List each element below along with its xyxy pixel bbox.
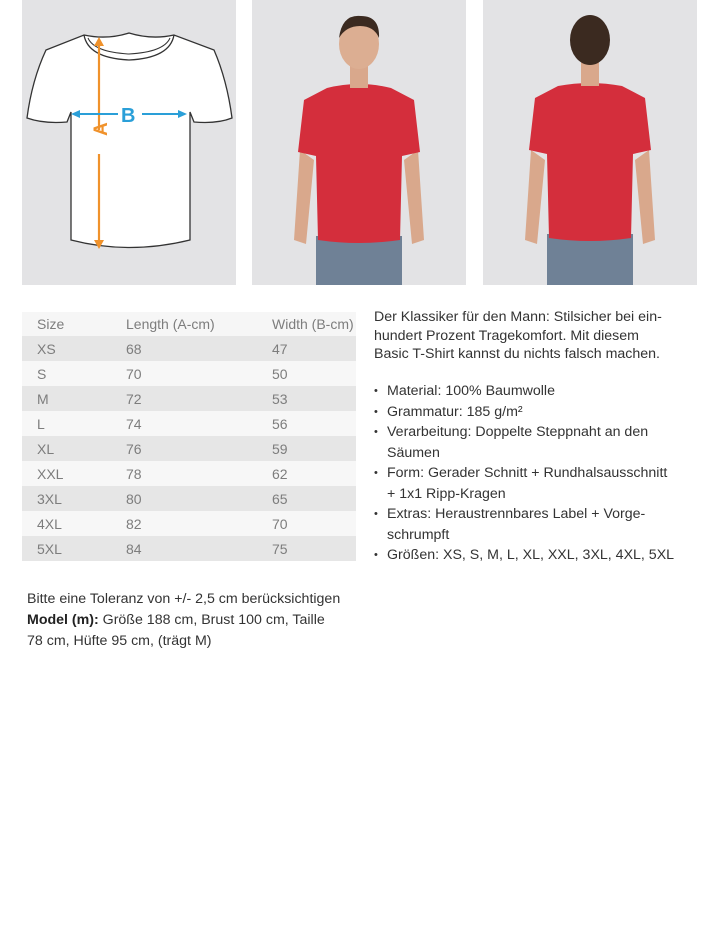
width-cell: 70 [257, 511, 356, 536]
feature-line: + 1x1 Ripp-Kragen [387, 485, 506, 502]
header-width: Width (B-cm) [257, 312, 356, 336]
length-cell: 70 [126, 361, 257, 386]
feature-line: Form: Gerader Schnitt + Rundhalsausschni… [387, 465, 668, 481]
length-cell: 74 [126, 411, 257, 436]
header-size: Size [22, 312, 126, 336]
description-line: Basic T-Shirt kannst du nichts falsch ma… [374, 346, 660, 362]
feature-line: Grammatur: 185 g/m² [387, 403, 523, 420]
length-cell: 80 [126, 486, 257, 511]
model-photo-front [252, 0, 466, 285]
width-cell: 59 [257, 436, 356, 461]
size-note: Bitte eine Toleranz von +/- 2,5 cm berüc… [27, 589, 340, 652]
width-cell: 56 [257, 411, 356, 436]
description-line: hundert Prozent Tragekomfort. Mit diesem [374, 327, 639, 344]
width-cell: 62 [257, 461, 356, 486]
feature-line: Verarbeitung: Doppelte Steppnaht an den [387, 424, 649, 440]
feature-line: schrumpft [387, 526, 450, 543]
size-cell: XL [22, 436, 126, 461]
width-cell: 47 [257, 336, 356, 361]
tolerance-text: Bitte eine Toleranz von +/- 2,5 cm berüc… [27, 591, 341, 607]
label-b: B [121, 105, 135, 127]
size-cell: 5XL [22, 536, 126, 561]
width-cell: 53 [257, 386, 356, 411]
model-info-1: Größe 188 cm, Brust 100 cm, Taille [98, 612, 325, 628]
length-cell: 72 [126, 386, 257, 411]
model-info-2: 78 cm, Hüfte 95 cm, (trägt M) [27, 633, 212, 649]
feature-item: Extras: Heraustrennbares Label + Vorge-s… [374, 504, 674, 545]
table-row: 4XL 82 70 [22, 511, 356, 536]
table-header: Size Length (A-cm) Width (B-cm) [22, 312, 356, 336]
feature-item: Material: 100% Baumwolle [374, 381, 674, 402]
feature-list: Material: 100% Baumwolle Grammatur: 185 g… [374, 381, 674, 566]
size-cell: 3XL [22, 486, 126, 511]
size-cell: S [22, 361, 126, 386]
table-row: XS 68 47 [22, 336, 356, 361]
size-cell: M [22, 386, 126, 411]
label-a: A [91, 122, 112, 136]
header-length: Length (A-cm) [126, 312, 257, 336]
model-photo-back [483, 0, 697, 285]
length-cell: 68 [126, 336, 257, 361]
feature-item: Größen: XS, S, M, L, XL, XXL, 3XL, 4XL, … [374, 545, 674, 566]
feature-item: Grammatur: 185 g/m² [374, 402, 674, 423]
table-row: XXL 78 62 [22, 461, 356, 486]
feature-item: Verarbeitung: Doppelte Steppnaht an den S… [374, 422, 674, 463]
length-cell: 84 [126, 536, 257, 561]
table-row: M 72 53 [22, 386, 356, 411]
size-table: Size Length (A-cm) Width (B-cm) XS 68 47 S 7… [22, 312, 356, 561]
table-row: 5XL 84 75 [22, 536, 356, 561]
table-row: L 74 56 [22, 411, 356, 436]
width-cell: 75 [257, 536, 356, 561]
table-row: XL 76 59 [22, 436, 356, 461]
table-row: 3XL 80 65 [22, 486, 356, 511]
size-diagram: A B [22, 0, 236, 285]
product-description: Der Klassiker für den Mann: Stilsicher b… [374, 308, 662, 364]
size-cell: L [22, 411, 126, 436]
model-label: Model (m): [27, 612, 99, 628]
length-cell: 78 [126, 461, 257, 486]
feature-line: Größen: XS, S, M, L, XL, XXL, 3XL, 4XL, … [387, 547, 675, 563]
width-cell: 65 [257, 486, 356, 511]
feature-line: Material: 100% Baumwolle [387, 383, 555, 399]
feature-line: Säumen [387, 444, 440, 461]
length-cell: 82 [126, 511, 257, 536]
feature-item: Form: Gerader Schnitt + Rundhalsausschni… [374, 463, 674, 504]
feature-line: Extras: Heraustrennbares Label + Vorge- [387, 506, 646, 522]
table-row: S 70 50 [22, 361, 356, 386]
size-cell: 4XL [22, 511, 126, 536]
size-cell: XXL [22, 461, 126, 486]
length-cell: 76 [126, 436, 257, 461]
size-cell: XS [22, 336, 126, 361]
width-cell: 50 [257, 361, 356, 386]
description-line: Der Klassiker für den Mann: Stilsicher b… [374, 309, 662, 325]
